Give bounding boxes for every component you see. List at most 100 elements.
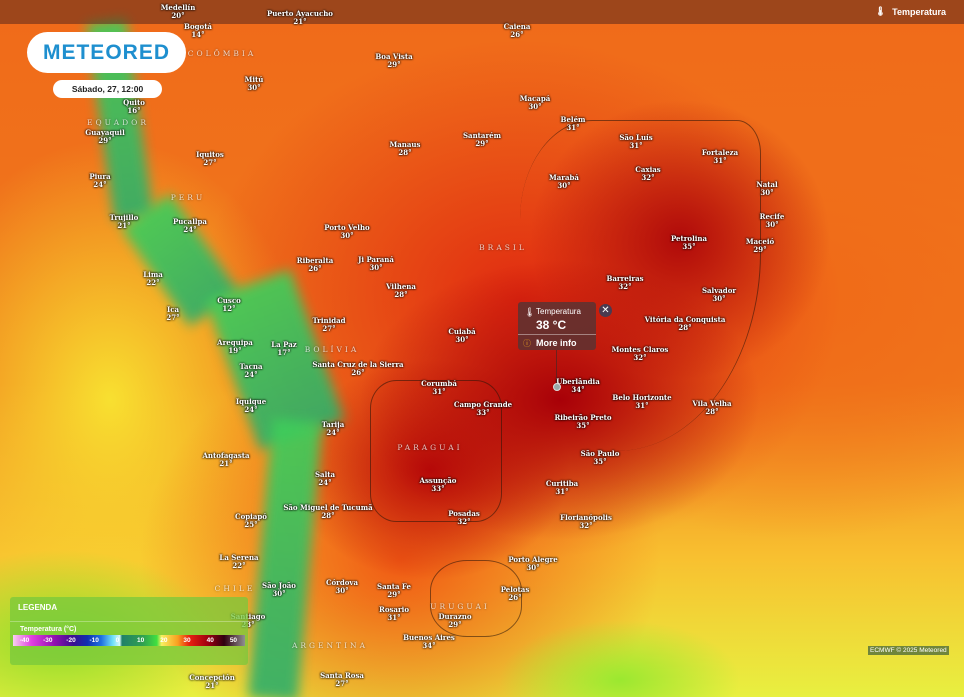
city-name: Fortaleza bbox=[701, 148, 739, 157]
city-label[interactable]: Durazno 29° bbox=[438, 613, 471, 629]
city-temperature: 35° bbox=[682, 242, 696, 251]
city-label[interactable]: Salvador 30° bbox=[702, 287, 736, 303]
city-label[interactable]: Barreiras 32° bbox=[606, 275, 643, 291]
popup-value: 38 °C bbox=[536, 318, 567, 332]
city-temperature: 24° bbox=[326, 428, 340, 437]
city-label[interactable]: Pucallpa 24° bbox=[173, 218, 207, 234]
city-label[interactable]: Montes Claros 32° bbox=[612, 346, 669, 362]
city-label[interactable]: Riberalta 26° bbox=[297, 257, 333, 273]
city-label[interactable]: São João 30° bbox=[262, 582, 296, 598]
city-temperature: 30° bbox=[335, 586, 349, 595]
city-label[interactable]: São Luís 31° bbox=[619, 134, 652, 150]
city-label[interactable]: Puerto Ayacucho 21° bbox=[267, 10, 333, 26]
city-label[interactable]: Copiapó 25° bbox=[235, 513, 267, 529]
city-name: Florianópolis bbox=[560, 513, 612, 522]
city-label[interactable]: Ji Paraná 30° bbox=[358, 256, 394, 272]
date-time-selector[interactable]: Sábado, 27, 12:00 bbox=[53, 80, 162, 98]
city-label[interactable]: Belo Horizonte 31° bbox=[612, 394, 671, 410]
city-label[interactable]: Buenos Aires 34° bbox=[403, 634, 455, 650]
city-label[interactable]: Uberlândia 34° bbox=[556, 378, 600, 394]
more-info-link[interactable]: More info bbox=[536, 338, 577, 348]
city-label[interactable]: Natal 30° bbox=[756, 181, 777, 197]
city-label[interactable]: Santarém 29° bbox=[463, 132, 501, 148]
city-temperature: 21° bbox=[205, 681, 219, 690]
city-label[interactable]: Belém 31° bbox=[561, 116, 586, 132]
location-pin[interactable] bbox=[553, 383, 561, 391]
city-label[interactable]: Curitiba 31° bbox=[546, 480, 578, 496]
city-label[interactable]: Bogotá 14° bbox=[184, 23, 212, 39]
city-label[interactable]: Ica 27° bbox=[166, 306, 179, 322]
city-temperature: 22° bbox=[232, 561, 246, 570]
city-label[interactable]: Guayaquil 29° bbox=[85, 129, 125, 145]
city-label[interactable]: Caiena 26° bbox=[504, 23, 531, 39]
city-label[interactable]: Vitória da Conquista 28° bbox=[645, 316, 726, 332]
city-label[interactable]: Corumbá 31° bbox=[421, 380, 457, 396]
city-label[interactable]: Petrolina 35° bbox=[671, 235, 707, 251]
city-temperature: 14° bbox=[191, 30, 205, 39]
city-temperature: 30° bbox=[526, 563, 540, 572]
country-border bbox=[370, 380, 502, 522]
city-label[interactable]: Córdova 30° bbox=[326, 579, 358, 595]
city-temperature: 32° bbox=[579, 521, 593, 530]
city-label[interactable]: La Paz 17° bbox=[271, 341, 296, 357]
city-name: La Paz bbox=[271, 340, 297, 349]
scale-tick: 20 bbox=[160, 637, 168, 644]
city-label[interactable]: Vila Velha 28° bbox=[692, 400, 731, 416]
city-name: Campo Grande bbox=[453, 400, 513, 409]
city-label[interactable]: Iquique 24° bbox=[236, 398, 266, 414]
city-temperature: 28° bbox=[705, 407, 719, 416]
city-label[interactable]: Santa Rosa 27° bbox=[320, 672, 364, 688]
city-label[interactable]: Cuiabá 30° bbox=[448, 328, 475, 344]
layer-selector[interactable]: 🌡 Temperatura bbox=[875, 6, 946, 17]
city-label[interactable]: Posadas 32° bbox=[448, 510, 480, 526]
city-label[interactable]: Iquitos 27° bbox=[196, 151, 224, 167]
city-label[interactable]: Tacna 24° bbox=[240, 363, 263, 379]
city-label[interactable]: Florianópolis 32° bbox=[560, 514, 612, 530]
city-label[interactable]: Piura 24° bbox=[89, 173, 110, 189]
city-name: Cusco bbox=[217, 296, 241, 305]
city-label[interactable]: Porto Velho 30° bbox=[324, 224, 369, 240]
city-label[interactable]: Porto Alegre 30° bbox=[508, 556, 557, 572]
city-label[interactable]: Lima 22° bbox=[143, 271, 163, 287]
city-label[interactable]: São Miguel de Tucumã 28° bbox=[283, 504, 372, 520]
city-label[interactable]: Antofagasta 21° bbox=[202, 452, 249, 468]
city-label[interactable]: Concepción 21° bbox=[189, 674, 235, 690]
city-label[interactable]: Recife 30° bbox=[760, 213, 785, 229]
city-temperature: 22° bbox=[146, 278, 160, 287]
city-label[interactable]: Trujillo 21° bbox=[110, 214, 139, 230]
city-label[interactable]: Medellín 20° bbox=[161, 4, 196, 20]
city-label[interactable]: Pelotas 26° bbox=[501, 586, 530, 602]
city-label[interactable]: Salta 24° bbox=[315, 471, 335, 487]
city-label[interactable]: Mitú 30° bbox=[245, 76, 264, 92]
scale-tick: -20 bbox=[66, 637, 76, 644]
city-label[interactable]: Rosario 31° bbox=[379, 606, 409, 622]
city-label[interactable]: São Paulo 35° bbox=[581, 450, 620, 466]
city-label[interactable]: Ribeirão Preto 35° bbox=[554, 414, 611, 430]
city-label[interactable]: Marabá 30° bbox=[549, 174, 579, 190]
city-label[interactable]: Santa Cruz de la Sierra 26° bbox=[312, 361, 403, 377]
city-temperature: 32° bbox=[641, 173, 655, 182]
city-label[interactable]: Macapá 30° bbox=[520, 95, 551, 111]
city-label[interactable]: Arequipa 19° bbox=[217, 339, 253, 355]
close-popup-button[interactable]: ✕ bbox=[599, 304, 612, 317]
city-label[interactable]: Manaus 28° bbox=[390, 141, 421, 157]
city-label[interactable]: Tarija 24° bbox=[322, 421, 345, 437]
city-temperature: 31° bbox=[555, 487, 569, 496]
city-label[interactable]: La Serena 22° bbox=[219, 554, 258, 570]
country-border bbox=[430, 560, 522, 637]
city-label[interactable]: Santa Fe 29° bbox=[377, 583, 411, 599]
city-label[interactable]: Caxias 32° bbox=[635, 166, 660, 182]
meteored-logo[interactable]: METEORED bbox=[27, 32, 186, 73]
city-label[interactable]: Fortaleza 31° bbox=[702, 149, 738, 165]
city-label[interactable]: Boa Vista 29° bbox=[375, 53, 412, 69]
scale-tick: 10 bbox=[137, 637, 145, 644]
city-label[interactable]: Quito 16° bbox=[123, 99, 145, 115]
city-label[interactable]: Trinidad 27° bbox=[312, 317, 345, 333]
city-label[interactable]: Maceió 29° bbox=[746, 238, 774, 254]
city-label[interactable]: Vilhena 28° bbox=[386, 283, 416, 299]
city-label[interactable]: Campo Grande 33° bbox=[454, 401, 512, 417]
city-label[interactable]: Cusco 12° bbox=[217, 297, 241, 313]
city-label[interactable]: Assunção 33° bbox=[420, 477, 457, 493]
city-temperature: 27° bbox=[335, 679, 349, 688]
